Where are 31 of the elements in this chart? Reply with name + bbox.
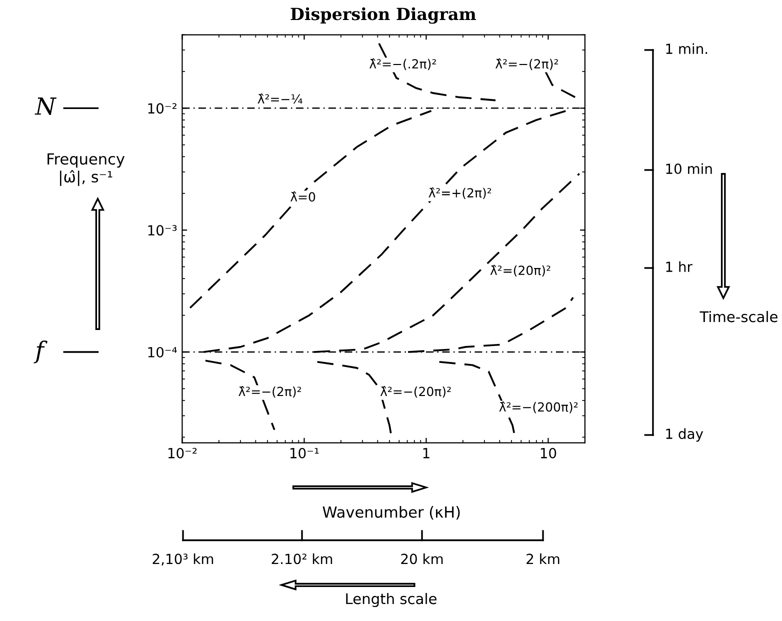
text: 2 km — [526, 553, 560, 564]
text: 2.10² km — [272, 553, 332, 564]
text: N — [34, 97, 57, 116]
annotation: λ̂²=+(2π)² — [428, 187, 492, 199]
text: f — [34, 340, 48, 364]
annotation: λ̂²=−(200π)² — [499, 402, 578, 414]
annotation: λ̂²=−(2π)² — [496, 58, 558, 70]
text: Time-scale — [700, 310, 778, 322]
y-tick-label: 10⁻³ — [148, 225, 177, 236]
annotation: λ̂=0 — [290, 191, 316, 202]
x-tick-label: 10 — [540, 448, 556, 458]
text: 10 min — [666, 163, 712, 174]
x-tick-label: 10⁻¹ — [290, 448, 319, 458]
y-axis-title: Frequency |ω̂|, s⁻¹ — [48, 153, 125, 186]
text: 1 min. — [666, 43, 708, 54]
text: 1 hr — [666, 261, 692, 272]
chart-title: Dispersion Diagram — [290, 7, 476, 24]
text: 2,10³ km — [152, 553, 214, 566]
x-tick-label: 10⁻² — [168, 448, 197, 458]
annotation: λ̂²=−(2π)² — [238, 386, 302, 398]
annotation: λ̂²=−(20π)² — [380, 386, 451, 398]
annotation: λ̂²=−¼ — [258, 94, 302, 104]
annotation: λ̂²=(20π)² — [490, 264, 550, 277]
x-tick-label: 1 — [423, 448, 430, 458]
x-axis-title: Wavenumber (κH) — [322, 506, 460, 520]
annotation: λ̂²=−(.2π)² — [369, 58, 436, 70]
text: Length scale — [346, 592, 436, 608]
text: 1 day — [666, 428, 704, 442]
y-tick-label: 10⁻⁴ — [148, 346, 177, 358]
text: 20 km — [401, 553, 443, 564]
y-tick-label: 10⁻² — [148, 103, 176, 114]
